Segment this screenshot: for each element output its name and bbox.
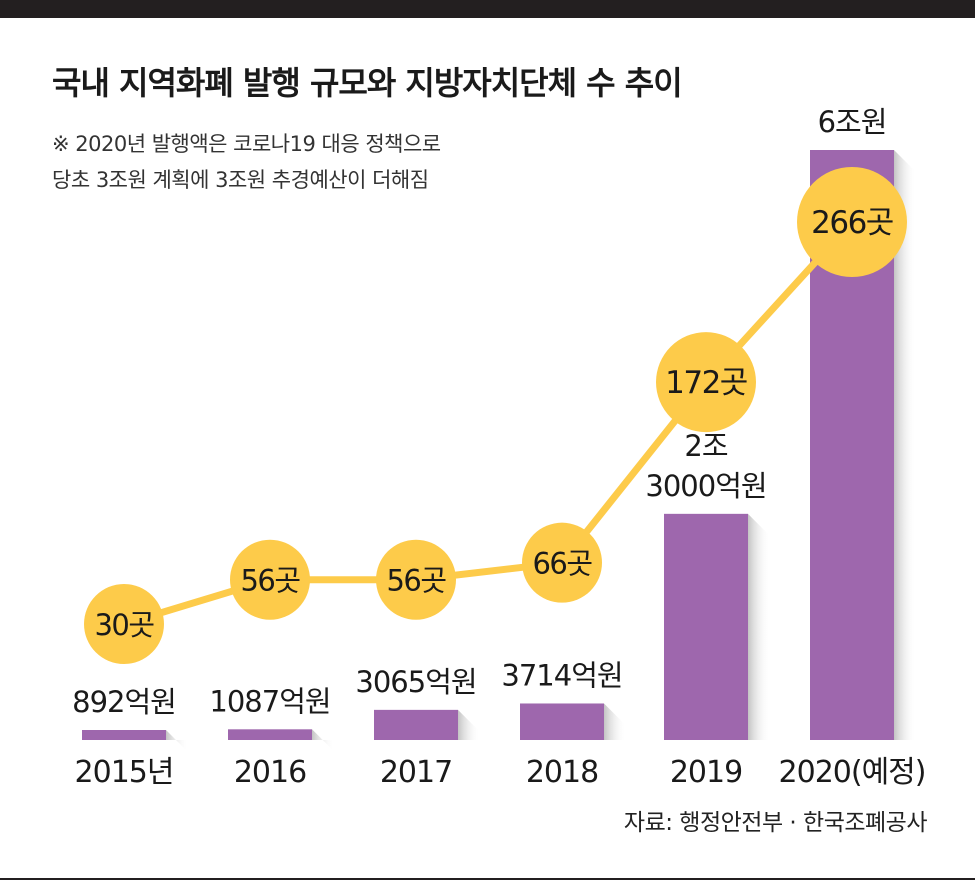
- bar-value-label: 3065억원: [355, 665, 476, 699]
- footnote-line-1: ※ 2020년 발행액은 코로나19 대응 정책으로: [52, 132, 441, 156]
- line-point-label: 266곳: [811, 205, 893, 241]
- line-point: [376, 539, 456, 620]
- x-tick-label: 2016: [234, 755, 306, 790]
- source-credit: 자료: 행정안전부 · 한국조폐공사: [623, 810, 928, 836]
- chart-title: 국내 지역화폐 발행 규모와 지방자치단체 수 추이: [52, 64, 683, 102]
- line-point: [522, 522, 602, 603]
- bar-shadow: [458, 709, 480, 740]
- x-tick-label: 2015년: [75, 755, 174, 790]
- line-series: 30곳 56곳 56곳 66곳 172곳 266곳: [84, 167, 907, 664]
- top-frame-bar: [0, 0, 975, 18]
- bar-value-label: 3714억원: [501, 658, 622, 692]
- bottom-frame-rule: [0, 878, 975, 880]
- bar-value-label: 892억원: [72, 685, 176, 719]
- line-point: [230, 539, 310, 620]
- x-tick-label: 2019: [670, 755, 742, 790]
- line-point: [656, 332, 756, 433]
- line-point-label: 56곳: [240, 564, 300, 598]
- x-tick-label: 2018: [526, 755, 598, 790]
- bar-4: [664, 513, 748, 740]
- bar-value-label: 2조: [684, 429, 727, 463]
- x-tick-label: 2017: [380, 755, 452, 790]
- bar-value-label: 6조원: [818, 105, 887, 139]
- line-point-label: 172곳: [665, 365, 747, 401]
- line-point-label: 30곳: [94, 608, 154, 642]
- footnote-line-2: 당초 3조원 계획에 3조원 추경예산이 더해짐: [52, 168, 429, 192]
- line-point-label: 66곳: [532, 547, 592, 581]
- bar-value-label: 1087억원: [209, 684, 330, 718]
- bar-shadow: [604, 703, 626, 740]
- line-point: [84, 584, 164, 664]
- bar-shadow: [894, 150, 916, 740]
- bar-shadow: [748, 513, 770, 740]
- labels: 892억원 1087억원 3065억원 3714억원 2조 3000억원 6조원 2015년 2…: [72, 105, 926, 790]
- line-point: [797, 167, 907, 277]
- bar-2: [374, 709, 458, 740]
- bar-3: [520, 703, 604, 740]
- x-tick-label: 2020(예정): [779, 755, 926, 790]
- bar-1: [228, 729, 312, 740]
- bar-shadow: [312, 729, 334, 752]
- bar-value-label: 3000억원: [645, 469, 766, 503]
- bar-shadow: [166, 730, 188, 752]
- bar-0: [82, 730, 166, 740]
- line-point-label: 56곳: [386, 564, 446, 598]
- bar-series: [82, 150, 916, 752]
